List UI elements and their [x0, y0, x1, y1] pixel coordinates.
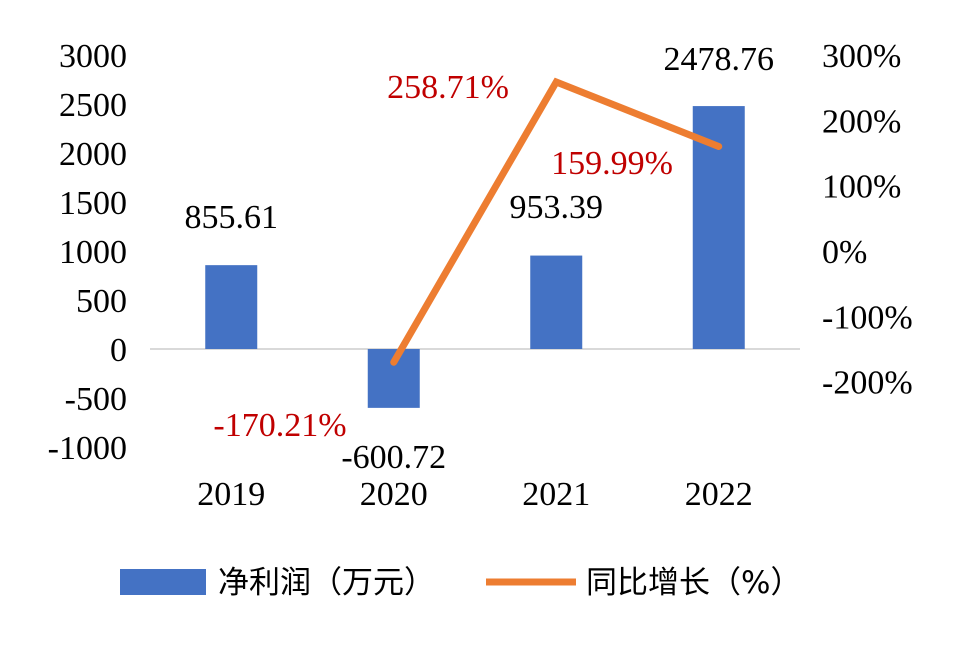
left-tick-label: 2500: [59, 87, 127, 124]
left-tick-label: 0: [110, 332, 127, 369]
bar-data-label: 2478.76: [664, 41, 775, 78]
x-tick-label: 2021: [522, 476, 590, 513]
right-tick-label: 200%: [822, 103, 901, 140]
legend-swatch-net-profit: [120, 569, 206, 595]
line-data-labels: -170.21% 258.71% 159.99%: [213, 69, 672, 444]
left-tick-label: 1500: [59, 185, 127, 222]
x-tick-label: 2022: [685, 476, 753, 513]
right-axis-ticks: 300% 200% 100% 0% -100% -200%: [822, 38, 913, 402]
right-tick-label: 0%: [822, 234, 867, 271]
bar-data-label: 953.39: [510, 189, 604, 226]
right-tick-label: 300%: [822, 38, 901, 75]
line-path-yoy-growth: [390, 77, 723, 366]
x-tick-label: 2020: [360, 476, 428, 513]
bar-data-labels: 855.61 -600.72 953.39 2478.76: [185, 41, 775, 476]
left-tick-label: 500: [76, 283, 127, 320]
line-data-label: 258.71%: [387, 69, 509, 106]
legend: 净利润（万元） 同比增长（%）: [120, 565, 801, 601]
legend-label-yoy-growth: 同比增长（%）: [586, 565, 801, 601]
right-tick-label: -100%: [822, 299, 913, 336]
x-axis-ticks: 2019 2020 2021 2022: [197, 476, 753, 513]
left-tick-label: -500: [65, 381, 127, 418]
right-tick-label: -200%: [822, 365, 913, 402]
right-tick-label: 100%: [822, 169, 901, 206]
line-data-label: 159.99%: [551, 145, 673, 182]
left-axis-ticks: 3000 2500 2000 1500 1000 500 0 -500 -1000: [48, 38, 127, 467]
bar-2021: [530, 255, 583, 349]
left-tick-label: 1000: [59, 234, 127, 271]
line-series: [390, 77, 723, 366]
bar-data-label: 855.61: [185, 199, 279, 236]
left-tick-label: -1000: [48, 430, 127, 467]
x-tick-label: 2019: [197, 476, 265, 513]
line-data-label: -170.21%: [213, 407, 346, 444]
left-tick-label: 2000: [59, 136, 127, 173]
bar-data-label: -600.72: [341, 439, 446, 476]
left-tick-label: 3000: [59, 38, 127, 75]
legend-label-net-profit: 净利润（万元）: [218, 565, 435, 601]
bar-2019: [205, 265, 258, 349]
